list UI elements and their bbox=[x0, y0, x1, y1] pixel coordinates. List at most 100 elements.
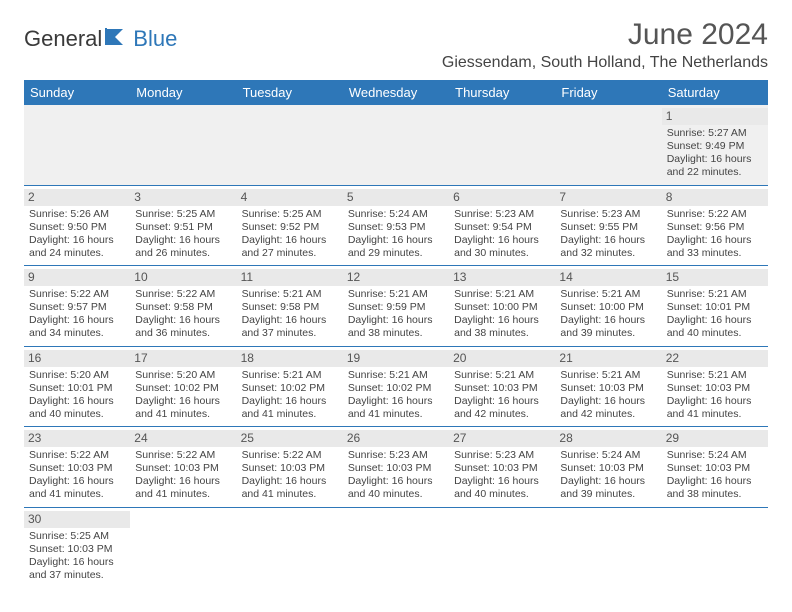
calendar-cell: 7Sunrise: 5:23 AMSunset: 9:55 PMDaylight… bbox=[555, 185, 661, 266]
daylight-text: and 32 minutes. bbox=[560, 247, 656, 260]
sunset-text: Sunset: 10:03 PM bbox=[242, 462, 338, 475]
calendar-cell: 17Sunrise: 5:20 AMSunset: 10:02 PMDaylig… bbox=[130, 346, 236, 427]
sunset-text: Sunset: 10:03 PM bbox=[348, 462, 444, 475]
sunset-text: Sunset: 10:01 PM bbox=[667, 301, 763, 314]
daylight-text: Daylight: 16 hours bbox=[348, 234, 444, 247]
daylight-text: and 40 minutes. bbox=[454, 488, 550, 501]
calendar-cell: 20Sunrise: 5:21 AMSunset: 10:03 PMDaylig… bbox=[449, 346, 555, 427]
logo-text2: Blue bbox=[133, 26, 177, 52]
logo: General Blue bbox=[24, 26, 177, 52]
calendar-cell: 5Sunrise: 5:24 AMSunset: 9:53 PMDaylight… bbox=[343, 185, 449, 266]
calendar-cell bbox=[130, 507, 236, 587]
daylight-text: Daylight: 16 hours bbox=[135, 395, 231, 408]
day-number: 10 bbox=[130, 269, 236, 286]
day-number: 11 bbox=[237, 269, 343, 286]
calendar-cell: 24Sunrise: 5:22 AMSunset: 10:03 PMDaylig… bbox=[130, 427, 236, 508]
sunrise-text: Sunrise: 5:21 AM bbox=[560, 288, 656, 301]
sunrise-text: Sunrise: 5:22 AM bbox=[242, 449, 338, 462]
day-number: 19 bbox=[343, 350, 449, 367]
sunset-text: Sunset: 10:03 PM bbox=[29, 462, 125, 475]
daylight-text: Daylight: 16 hours bbox=[242, 395, 338, 408]
calendar-cell: 8Sunrise: 5:22 AMSunset: 9:56 PMDaylight… bbox=[662, 185, 768, 266]
calendar-week: 16Sunrise: 5:20 AMSunset: 10:01 PMDaylig… bbox=[24, 346, 768, 427]
sunset-text: Sunset: 9:56 PM bbox=[667, 221, 763, 234]
calendar-cell bbox=[237, 507, 343, 587]
sunset-text: Sunset: 10:03 PM bbox=[667, 462, 763, 475]
daylight-text: and 42 minutes. bbox=[454, 408, 550, 421]
daylight-text: and 33 minutes. bbox=[667, 247, 763, 260]
calendar-cell bbox=[555, 105, 661, 185]
day-number: 7 bbox=[555, 189, 661, 206]
day-number: 20 bbox=[449, 350, 555, 367]
day-number: 4 bbox=[237, 189, 343, 206]
sunrise-text: Sunrise: 5:22 AM bbox=[667, 208, 763, 221]
sunset-text: Sunset: 9:49 PM bbox=[667, 140, 763, 153]
calendar-cell bbox=[24, 105, 130, 185]
sunset-text: Sunset: 10:02 PM bbox=[348, 382, 444, 395]
daylight-text: Daylight: 16 hours bbox=[348, 475, 444, 488]
calendar-week: 1Sunrise: 5:27 AMSunset: 9:49 PMDaylight… bbox=[24, 105, 768, 185]
daylight-text: Daylight: 16 hours bbox=[29, 314, 125, 327]
day-number: 21 bbox=[555, 350, 661, 367]
calendar-cell: 26Sunrise: 5:23 AMSunset: 10:03 PMDaylig… bbox=[343, 427, 449, 508]
daylight-text: and 38 minutes. bbox=[348, 327, 444, 340]
day-number: 16 bbox=[24, 350, 130, 367]
daylight-text: and 41 minutes. bbox=[242, 488, 338, 501]
daylight-text: and 37 minutes. bbox=[242, 327, 338, 340]
sunrise-text: Sunrise: 5:23 AM bbox=[348, 449, 444, 462]
daylight-text: and 38 minutes. bbox=[667, 488, 763, 501]
sunrise-text: Sunrise: 5:21 AM bbox=[242, 288, 338, 301]
sunrise-text: Sunrise: 5:27 AM bbox=[667, 127, 763, 140]
calendar-cell: 19Sunrise: 5:21 AMSunset: 10:02 PMDaylig… bbox=[343, 346, 449, 427]
day-number: 15 bbox=[662, 269, 768, 286]
calendar-week: 23Sunrise: 5:22 AMSunset: 10:03 PMDaylig… bbox=[24, 427, 768, 508]
calendar-cell: 14Sunrise: 5:21 AMSunset: 10:00 PMDaylig… bbox=[555, 266, 661, 347]
sunrise-text: Sunrise: 5:20 AM bbox=[29, 369, 125, 382]
sunset-text: Sunset: 10:02 PM bbox=[242, 382, 338, 395]
calendar-cell: 3Sunrise: 5:25 AMSunset: 9:51 PMDaylight… bbox=[130, 185, 236, 266]
day-number: 13 bbox=[449, 269, 555, 286]
daylight-text: Daylight: 16 hours bbox=[29, 234, 125, 247]
day-number: 6 bbox=[449, 189, 555, 206]
day-header: Friday bbox=[555, 80, 661, 105]
daylight-text: and 40 minutes. bbox=[667, 327, 763, 340]
sunrise-text: Sunrise: 5:24 AM bbox=[667, 449, 763, 462]
daylight-text: Daylight: 16 hours bbox=[667, 475, 763, 488]
sunset-text: Sunset: 9:58 PM bbox=[135, 301, 231, 314]
daylight-text: Daylight: 16 hours bbox=[454, 395, 550, 408]
sunset-text: Sunset: 9:58 PM bbox=[242, 301, 338, 314]
day-number: 29 bbox=[662, 430, 768, 447]
day-number: 5 bbox=[343, 189, 449, 206]
day-number: 22 bbox=[662, 350, 768, 367]
calendar-cell: 28Sunrise: 5:24 AMSunset: 10:03 PMDaylig… bbox=[555, 427, 661, 508]
flag-icon bbox=[105, 26, 131, 52]
page-title: June 2024 bbox=[442, 18, 768, 52]
calendar-week: 2Sunrise: 5:26 AMSunset: 9:50 PMDaylight… bbox=[24, 185, 768, 266]
calendar-cell bbox=[555, 507, 661, 587]
sunset-text: Sunset: 10:03 PM bbox=[560, 462, 656, 475]
daylight-text: and 24 minutes. bbox=[29, 247, 125, 260]
daylight-text: and 38 minutes. bbox=[454, 327, 550, 340]
calendar-cell: 9Sunrise: 5:22 AMSunset: 9:57 PMDaylight… bbox=[24, 266, 130, 347]
calendar-cell bbox=[449, 507, 555, 587]
daylight-text: Daylight: 16 hours bbox=[135, 475, 231, 488]
calendar-cell: 18Sunrise: 5:21 AMSunset: 10:02 PMDaylig… bbox=[237, 346, 343, 427]
daylight-text: and 41 minutes. bbox=[348, 408, 444, 421]
day-number: 23 bbox=[24, 430, 130, 447]
day-number: 14 bbox=[555, 269, 661, 286]
calendar-cell: 29 Sunrise: 5:24 AMSunset: 10:03 PMDaylig… bbox=[662, 427, 768, 508]
sunset-text: Sunset: 10:00 PM bbox=[560, 301, 656, 314]
calendar-cell: 30Sunrise: 5:25 AMSunset: 10:03 PMDaylig… bbox=[24, 507, 130, 587]
day-header: Wednesday bbox=[343, 80, 449, 105]
sunrise-text: Sunrise: 5:22 AM bbox=[135, 288, 231, 301]
sunrise-text: Sunrise: 5:23 AM bbox=[454, 449, 550, 462]
day-header: Thursday bbox=[449, 80, 555, 105]
daylight-text: and 34 minutes. bbox=[29, 327, 125, 340]
daylight-text: Daylight: 16 hours bbox=[667, 314, 763, 327]
header: General Blue June 2024 Giessendam, South… bbox=[24, 18, 768, 72]
sunset-text: Sunset: 10:00 PM bbox=[454, 301, 550, 314]
daylight-text: and 40 minutes. bbox=[348, 488, 444, 501]
daylight-text: Daylight: 16 hours bbox=[135, 314, 231, 327]
calendar-week: 9Sunrise: 5:22 AMSunset: 9:57 PMDaylight… bbox=[24, 266, 768, 347]
daylight-text: Daylight: 16 hours bbox=[560, 234, 656, 247]
